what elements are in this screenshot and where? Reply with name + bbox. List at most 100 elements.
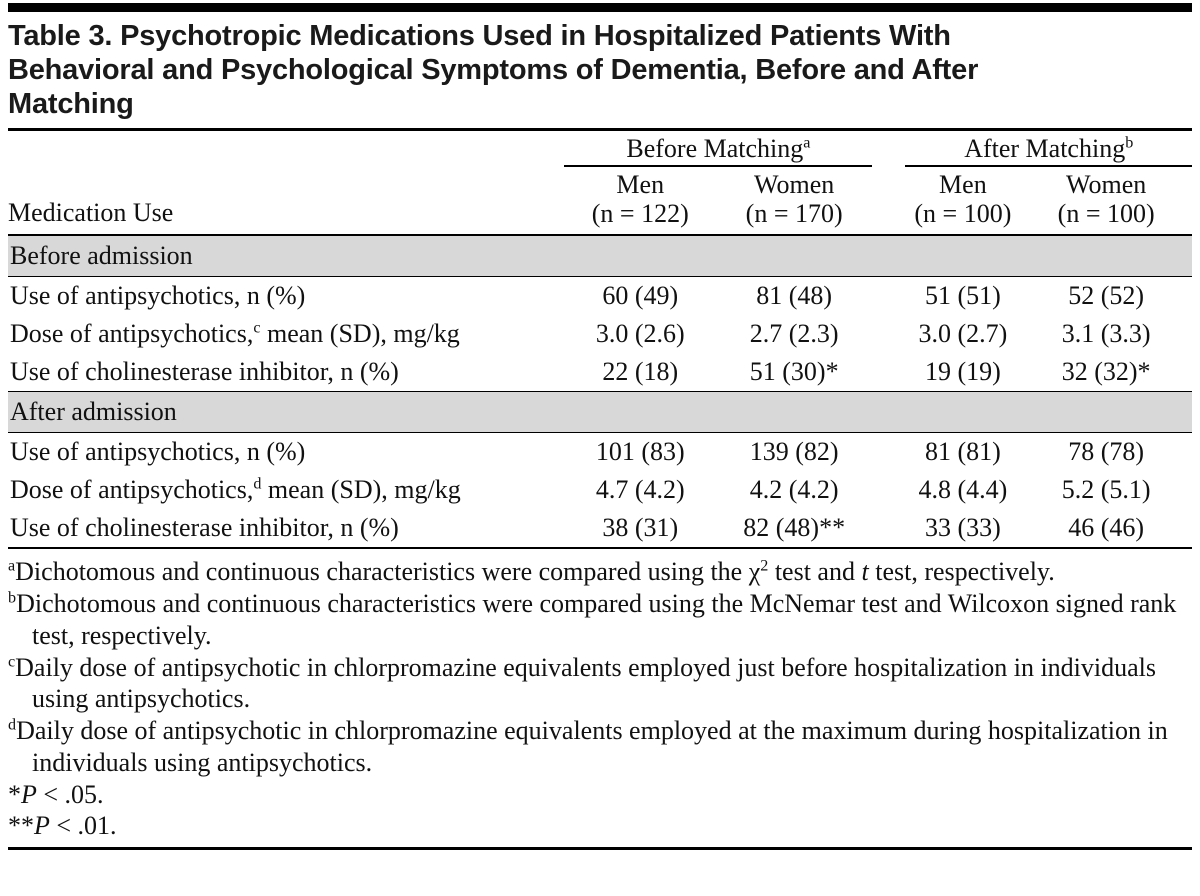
row-header-label: Medication Use: [8, 166, 565, 237]
value-cell: 101 (83): [595, 437, 685, 467]
value-cell: 33 (33): [905, 509, 1021, 550]
value-cell: 3.0 (2.6): [595, 319, 685, 349]
footnote-marker: b: [8, 589, 17, 607]
value-cell: 4.8 (4.4): [918, 475, 1008, 505]
value-cell: 4.7 (4.2): [595, 475, 685, 505]
col-header-line1: Women: [754, 170, 835, 200]
table-title: Table 3. Psychotropic Medications Used i…: [8, 20, 979, 121]
section-header-label: After admission: [8, 391, 1192, 434]
table-row: Use of cholinesterase inhibitor, n (%) 2…: [8, 353, 1192, 392]
table-row: Dose of antipsychotics,d mean (SD), mg/k…: [8, 471, 1192, 509]
col-header-line2: (n = 100): [1057, 199, 1155, 229]
group-header-before-matching: Before Matchinga: [564, 130, 873, 168]
section-header-before-admission: Before admission: [8, 234, 1192, 278]
group-label: After Matching: [964, 133, 1126, 163]
value-cell: 38 (31): [564, 509, 717, 550]
value-cell: 81 (48): [756, 281, 833, 311]
row-label: Use of antipsychotics, n (%): [10, 281, 306, 311]
group-footnote-marker: a: [803, 134, 811, 151]
value-cell: 51 (30)*: [749, 357, 839, 387]
table-row: Use of cholinesterase inhibitor, n (%) 3…: [8, 509, 1192, 550]
footnote-a: aDichotomous and continuous characterist…: [8, 556, 1192, 588]
row-footnote-marker: c: [253, 319, 261, 337]
table-row: Use of antipsychotics, n (%) 60 (49) 81 …: [8, 277, 1192, 316]
gap-cell: [872, 433, 905, 472]
footnote-italic-text: P: [21, 779, 37, 809]
value-cell: 32 (32)*: [1061, 357, 1151, 387]
row-label: Dose of antipsychotics,c mean (SD), mg/k…: [10, 319, 460, 349]
value-cell: 3.0 (2.7): [918, 319, 1008, 349]
group-footnote-marker: b: [1125, 134, 1134, 151]
value-cell: 60 (49): [602, 281, 679, 311]
value-cell: 3.1 (3.3): [1061, 319, 1151, 349]
value-cell: 81 (81): [924, 437, 1001, 467]
row-label: Use of cholinesterase inhibitor, n (%): [8, 509, 565, 550]
value-cell: 5.2 (5.1): [1061, 475, 1151, 505]
footnote-italic-text: t: [861, 557, 869, 587]
footnote-p05: *P < .05.: [8, 779, 1192, 811]
footnote-c: cDaily dose of antipsychotic in chlorpro…: [8, 652, 1192, 715]
col-header-men-before: Men (n = 122): [564, 166, 717, 237]
footnote-marker: a: [8, 557, 16, 575]
value-cell: 46 (46): [1020, 509, 1192, 550]
row-label: Use of antipsychotics, n (%): [10, 437, 306, 467]
group-header-after-matching: After Matchingb: [905, 130, 1192, 168]
col-header-men-after: Men (n = 100): [905, 166, 1021, 237]
gap-cell: [872, 471, 905, 509]
column-header-row: Medication Use Men (n = 122) Women (n = …: [8, 166, 1192, 237]
value-cell: 51 (51): [924, 281, 1001, 311]
chi-square-exponent: 2: [760, 557, 769, 575]
top-black-bar: [8, 3, 1192, 12]
footnote-text: test and: [768, 557, 862, 587]
row-footnote-marker: d: [253, 475, 262, 493]
value-cell: 52 (52): [1068, 281, 1145, 311]
group-header-row: Before Matchinga After Matchingb: [8, 130, 1192, 168]
row-label: Dose of antipsychotics,d mean (SD), mg/k…: [10, 475, 461, 505]
table-row: Use of antipsychotics, n (%) 101 (83) 13…: [8, 433, 1192, 472]
table-row: Dose of antipsychotics,c mean (SD), mg/k…: [8, 315, 1192, 353]
section-header-after-admission: After admission: [8, 391, 1192, 434]
group-header-gap: [872, 131, 905, 167]
footnote-d: dDaily dose of antipsychotic in chlorpro…: [8, 715, 1192, 778]
footnote-text: Daily dose of antipsychotic in chlorprom…: [15, 652, 1156, 714]
footnote-marker: d: [8, 716, 17, 734]
footnote-text: Dichotomous and continuous characteristi…: [16, 589, 1177, 650]
group-label: Before Matching: [626, 133, 804, 163]
footnote-text: Dichotomous and continuous characteristi…: [15, 557, 761, 587]
footnote-text: < .05.: [36, 779, 104, 809]
col-header-women-after: Women (n = 100): [1020, 166, 1192, 237]
gap-cell: [872, 277, 905, 316]
col-header-line1: Women: [1066, 170, 1147, 200]
value-cell: 22 (18): [602, 357, 679, 387]
col-header-line2: (n = 122): [591, 199, 689, 229]
footnote-italic-text: P: [34, 811, 50, 841]
col-header-women-before: Women (n = 170): [716, 166, 873, 237]
footnote-marker: c: [8, 652, 16, 670]
col-header-line2: (n = 170): [745, 199, 843, 229]
footnote-marker: **: [8, 811, 34, 841]
value-cell: 82 (48)**: [716, 509, 873, 550]
footnote-text: test, respectively.: [868, 557, 1055, 587]
medications-table: Before Matchinga After Matchingb Medicat…: [8, 130, 1192, 550]
title-rule: [8, 127, 1192, 131]
value-cell: 2.7 (2.3): [749, 319, 839, 349]
value-cell: 78 (78): [1068, 437, 1145, 467]
gap-cell: [872, 315, 905, 353]
col-header-line1: Men: [939, 170, 987, 200]
value-cell: 4.2 (4.2): [749, 475, 839, 505]
group-header-spacer-left: [8, 131, 564, 167]
footnotes: aDichotomous and continuous characterist…: [8, 549, 1192, 841]
footnote-text: Daily dose of antipsychotic in chlorprom…: [16, 716, 1168, 777]
footnote-b: bDichotomous and continuous characterist…: [8, 588, 1192, 651]
row-label: Use of cholinesterase inhibitor, n (%): [10, 357, 399, 387]
col-header-line1: Men: [616, 170, 665, 200]
section-header-label: Before admission: [8, 234, 1192, 278]
column-header-gap: [872, 166, 906, 237]
gap-cell: [872, 353, 905, 392]
col-header-line2: (n = 100): [914, 199, 1012, 229]
footnote-text: < .01.: [49, 811, 117, 841]
footnote-marker: *: [8, 779, 21, 809]
value-cell: 139 (82): [749, 437, 839, 467]
value-cell: 19 (19): [924, 357, 1001, 387]
